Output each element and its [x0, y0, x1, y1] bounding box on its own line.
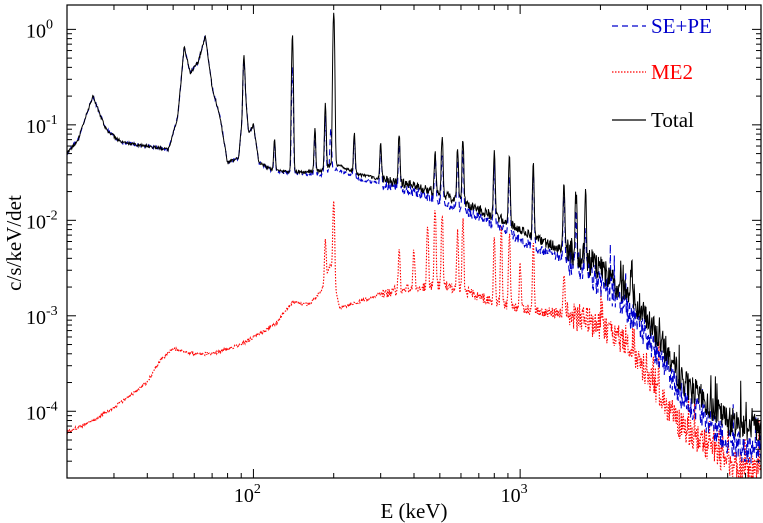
x-tick-label: 103 [501, 482, 528, 507]
y-tick-label: 10-3 [26, 304, 58, 329]
x-axis-title: E (keV) [380, 499, 447, 523]
series-line-total [67, 12, 761, 441]
series-layer [67, 12, 761, 478]
y-axis-title: c/s/keV/det [2, 195, 26, 291]
x-tick-label: 102 [234, 482, 261, 507]
legend-label: Total [651, 108, 694, 132]
y-tick-label: 10-1 [26, 113, 58, 138]
label-layer: 102 103 100 10-1 10-2 10-3 10-4 [26, 17, 528, 507]
legend-label: ME2 [651, 60, 693, 84]
y-tick-label: 10-2 [26, 208, 58, 233]
series-line-se-pe [67, 35, 761, 464]
legend-label: SE+PE [651, 14, 712, 38]
y-tick-label: 100 [26, 17, 53, 42]
tick-layer [66, 5, 762, 479]
legend: SE+PE ME2 Total [612, 14, 712, 132]
y-tick-label: 10-4 [26, 399, 58, 424]
